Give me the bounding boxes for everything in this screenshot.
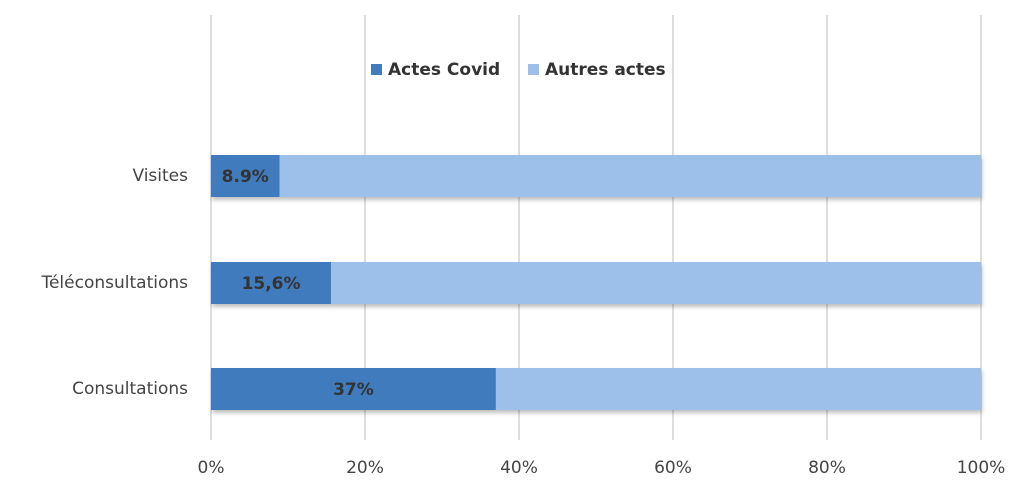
legend-label: Actes Covid bbox=[388, 60, 500, 80]
y-tick-label: Téléconsultations bbox=[40, 273, 188, 293]
x-tick-label: 60% bbox=[654, 458, 692, 478]
y-tick-label: Consultations bbox=[72, 379, 188, 399]
bar-segment bbox=[495, 368, 981, 410]
value-label: 15,6% bbox=[242, 274, 301, 294]
bar-segment bbox=[331, 262, 981, 304]
bar-segment bbox=[211, 262, 332, 304]
legend-label: Autres actes bbox=[545, 60, 666, 80]
legend-swatch bbox=[528, 64, 539, 75]
y-tick-label: Visites bbox=[132, 166, 188, 186]
x-tick-label: 40% bbox=[500, 458, 538, 478]
bars bbox=[211, 155, 981, 410]
bar-segment bbox=[279, 155, 981, 197]
x-tick-label: 100% bbox=[957, 458, 1006, 478]
bar-stack bbox=[211, 155, 981, 197]
x-tick-label: 20% bbox=[346, 458, 384, 478]
x-tick-label: 80% bbox=[808, 458, 846, 478]
x-tick-label: 0% bbox=[198, 458, 225, 478]
bar-segment bbox=[211, 368, 496, 410]
value-label: 8.9% bbox=[222, 167, 269, 187]
bar-stack bbox=[211, 368, 981, 410]
bar-stack bbox=[211, 262, 981, 304]
legend-swatch bbox=[371, 64, 382, 75]
bar-segment bbox=[211, 155, 280, 197]
value-label: 37% bbox=[333, 380, 374, 400]
